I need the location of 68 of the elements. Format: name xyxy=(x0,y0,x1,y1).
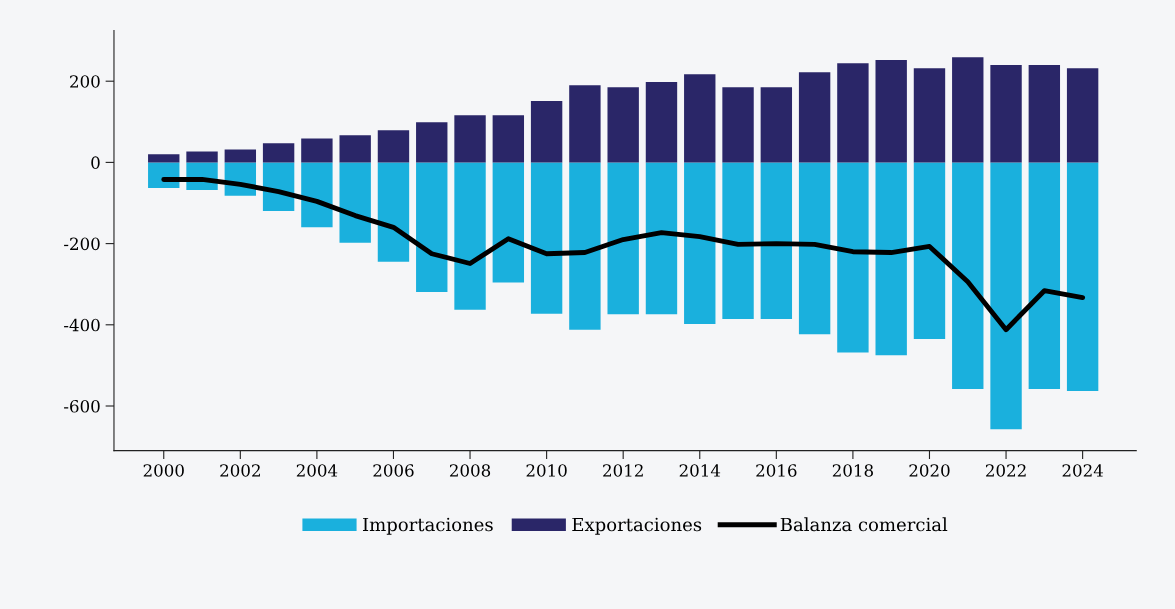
bar xyxy=(377,162,410,262)
bar xyxy=(837,63,869,163)
bar xyxy=(301,138,333,163)
bar xyxy=(1066,162,1099,391)
x-tick-label: 2010 xyxy=(526,464,567,477)
bar xyxy=(722,87,754,163)
legend-label: Importaciones xyxy=(362,517,493,535)
bar xyxy=(530,101,563,163)
bar xyxy=(798,162,831,335)
bar xyxy=(454,162,486,310)
x-tick-label: 2012 xyxy=(603,464,643,477)
x-tick-label: 2020 xyxy=(909,464,950,477)
line-series xyxy=(161,177,1086,333)
legend-label: Exportaciones xyxy=(572,517,702,535)
bar xyxy=(875,162,907,356)
bar xyxy=(301,162,333,228)
bar xyxy=(224,149,257,163)
bar xyxy=(530,162,563,314)
bar xyxy=(798,72,831,163)
bar xyxy=(837,162,869,353)
bar xyxy=(990,64,1022,163)
y-tick-label: 200 xyxy=(70,75,100,88)
bar xyxy=(990,162,1022,430)
bar xyxy=(684,74,716,163)
bar xyxy=(645,162,678,315)
bar xyxy=(492,162,525,283)
bar xyxy=(684,162,716,324)
x-tick-label: 2014 xyxy=(679,464,721,477)
bar xyxy=(607,87,639,163)
x-tick-label: 2016 xyxy=(756,464,797,477)
bar xyxy=(186,151,218,163)
bar xyxy=(492,115,525,163)
bar xyxy=(416,122,448,163)
x-tick-label: 2024 xyxy=(1062,464,1103,477)
y-tick-label: 0 xyxy=(91,156,100,169)
x-tick-label: 2008 xyxy=(449,464,491,477)
x-tick-label: 2006 xyxy=(373,464,414,477)
bar xyxy=(1066,68,1099,163)
x-tick-label: 2004 xyxy=(296,464,338,477)
bar xyxy=(952,57,984,163)
y-tick-label: -600 xyxy=(64,399,100,413)
legend-label: Balanza comercial xyxy=(780,517,948,532)
bar xyxy=(760,162,793,320)
bar xyxy=(645,82,678,163)
bar xyxy=(875,60,907,163)
y-tick-label: -200 xyxy=(64,237,100,251)
bar xyxy=(377,130,410,163)
x-tick-label: 2022 xyxy=(985,464,1026,477)
bar xyxy=(952,162,984,389)
bar xyxy=(1028,64,1061,163)
bar xyxy=(607,162,639,315)
x-tick-label: 2018 xyxy=(832,464,873,477)
x-tick-label: 2000 xyxy=(143,464,184,477)
bar xyxy=(722,162,754,320)
bar xyxy=(913,68,946,163)
bar xyxy=(339,162,371,243)
y-tick-label: -400 xyxy=(64,318,100,332)
bar xyxy=(339,135,371,163)
bar xyxy=(416,162,448,292)
bar xyxy=(262,143,295,163)
bar xyxy=(760,87,793,163)
bar xyxy=(569,85,601,163)
bar xyxy=(148,154,180,163)
bar xyxy=(1028,162,1061,389)
bar xyxy=(569,162,601,330)
bar xyxy=(913,162,946,340)
x-tick-label: 2002 xyxy=(220,464,260,477)
bar xyxy=(454,115,486,163)
